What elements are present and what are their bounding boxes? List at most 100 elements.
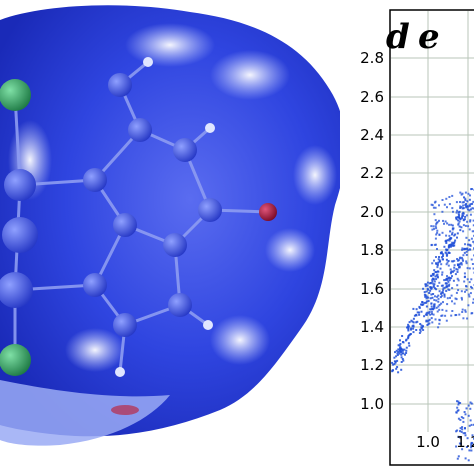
chlorine-atom [0, 344, 31, 376]
fingerprint-point [471, 230, 474, 233]
fingerprint-point [462, 207, 465, 210]
fingerprint-point [401, 352, 404, 355]
fingerprint-point [433, 259, 435, 262]
fingerprint-point [396, 352, 399, 355]
fingerprint-point [445, 239, 448, 242]
fingerprint-point [468, 209, 471, 212]
fingerprint-point [445, 277, 448, 280]
fingerprint-point [461, 428, 464, 431]
fingerprint-point [462, 254, 465, 257]
fingerprint-point [431, 280, 434, 283]
y-tick-label: 2.2 [360, 164, 384, 182]
fingerprint-point [423, 301, 426, 304]
fingerprint-point [438, 318, 441, 321]
fingerprint-point [471, 263, 474, 265]
fingerprint-point [424, 285, 427, 288]
fingerprint-point [446, 297, 449, 300]
fingerprint-point [467, 249, 470, 252]
hydrogen-atom [203, 320, 213, 330]
fingerprint-point [456, 277, 459, 280]
fingerprint-point [428, 311, 431, 313]
fingerprint-point [394, 351, 396, 354]
fingerprint-point [463, 196, 465, 199]
fingerprint-point [440, 263, 443, 266]
fingerprint-point [461, 248, 464, 251]
fingerprint-point [458, 210, 461, 213]
fingerprint-point [407, 327, 410, 330]
x-tick-label: 1.0 [416, 433, 440, 451]
fingerprint-point [466, 243, 469, 246]
fingerprint-point [463, 272, 466, 275]
fingerprint-point [431, 204, 434, 207]
fingerprint-point [470, 402, 473, 405]
fingerprint-point [466, 208, 469, 211]
fingerprint-point [466, 267, 469, 270]
fingerprint-point [435, 227, 438, 230]
fingerprint-point [458, 442, 461, 445]
fingerprint-point [463, 280, 466, 283]
fingerprint-point [448, 196, 451, 198]
fingerprint-point [448, 238, 451, 241]
fingerprint-point [445, 282, 448, 285]
fingerprint-point [447, 288, 450, 291]
fingerprint-point [455, 201, 458, 204]
fingerprint-point [458, 266, 460, 269]
fingerprint-point [463, 411, 466, 413]
carbon-atom [113, 313, 137, 337]
fingerprint-point [439, 252, 442, 255]
fingerprint-point [451, 270, 454, 273]
fingerprint-point [432, 274, 435, 277]
fingerprint-point [444, 282, 447, 285]
fingerprint-point [457, 400, 460, 403]
fingerprint-point [457, 263, 460, 266]
fingerprint-point [400, 356, 403, 359]
fingerprint-point [446, 253, 449, 256]
fingerprint-point [432, 293, 435, 295]
fingerprint-point [402, 341, 405, 344]
fingerprint-point [465, 236, 468, 239]
fingerprint-point [461, 201, 464, 204]
fingerprint-point [462, 224, 465, 227]
fingerprint-point [399, 339, 401, 342]
fingerprint-point [451, 233, 453, 236]
fingerprint-point [442, 219, 444, 222]
panel-gap [340, 0, 390, 474]
fingerprint-point [401, 335, 404, 337]
fingerprint-point [468, 295, 471, 298]
fingerprint-point [440, 294, 443, 297]
fingerprint-point [461, 247, 464, 250]
fingerprint-point [437, 270, 440, 273]
carbon-atom [2, 217, 38, 253]
fingerprint-point [436, 285, 439, 287]
fingerprint-point [434, 295, 436, 298]
fingerprint-point [440, 314, 443, 317]
fingerprint-point [454, 273, 457, 276]
fingerprint-point [443, 293, 446, 296]
fingerprint-point [468, 198, 471, 201]
fingerprint-point [425, 313, 428, 316]
fingerprint-point [418, 313, 421, 316]
fingerprint-point [469, 401, 472, 404]
fingerprint-point [457, 409, 460, 412]
fingerprint-point [445, 242, 448, 244]
fingerprint-point [391, 361, 394, 364]
fingerprint-point [467, 404, 470, 407]
fingerprint-point [433, 283, 436, 286]
fingerprint-point [453, 259, 456, 262]
fingerprint-point [451, 241, 454, 244]
fingerprint-point [457, 223, 460, 226]
fingerprint-point [468, 449, 471, 452]
fingerprint-point [421, 301, 424, 304]
fingerprint-point [440, 284, 443, 287]
surface-highlight [65, 328, 125, 372]
fingerprint-point [447, 264, 450, 267]
fingerprint-point [455, 430, 458, 433]
fingerprint-point [433, 303, 436, 306]
fingerprint-point [419, 328, 422, 331]
fingerprint-point [465, 262, 468, 265]
fingerprint-point [420, 324, 423, 327]
fingerprint-point [433, 213, 436, 216]
fingerprint-point [458, 225, 461, 228]
fingerprint-point [467, 225, 470, 228]
fingerprint-point [432, 286, 435, 288]
